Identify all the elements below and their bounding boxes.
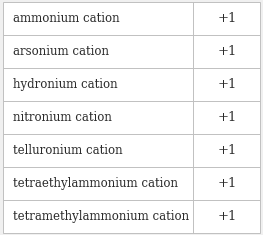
Text: hydronium cation: hydronium cation (13, 78, 118, 91)
Text: +1: +1 (217, 78, 236, 91)
Bar (3, 2, 193, 35)
Bar (3, 68, 193, 101)
Text: +1: +1 (217, 177, 236, 190)
Bar (193, 35, 260, 68)
Bar (193, 167, 260, 200)
Text: +1: +1 (217, 45, 236, 58)
Text: tetramethylammonium cation: tetramethylammonium cation (13, 210, 189, 223)
Text: tetraethylammonium cation: tetraethylammonium cation (13, 177, 178, 190)
Text: +1: +1 (217, 12, 236, 25)
Bar (3, 134, 193, 167)
Bar (3, 35, 193, 68)
Text: nitronium cation: nitronium cation (13, 111, 112, 124)
Bar (193, 200, 260, 233)
Bar (3, 167, 193, 200)
Text: arsonium cation: arsonium cation (13, 45, 109, 58)
Text: telluronium cation: telluronium cation (13, 144, 123, 157)
Bar (3, 200, 193, 233)
Bar (193, 101, 260, 134)
Text: +1: +1 (217, 210, 236, 223)
Bar (193, 2, 260, 35)
Bar (193, 68, 260, 101)
Text: ammonium cation: ammonium cation (13, 12, 120, 25)
Text: +1: +1 (217, 144, 236, 157)
Text: +1: +1 (217, 111, 236, 124)
Bar (3, 101, 193, 134)
Bar (193, 134, 260, 167)
